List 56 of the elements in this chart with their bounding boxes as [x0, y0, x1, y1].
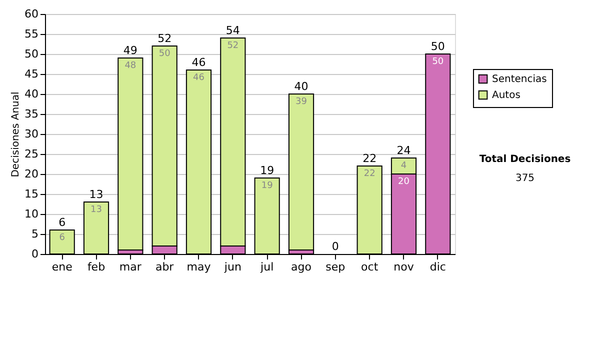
total-label: 24: [396, 144, 411, 157]
x-tick-label: nov: [394, 260, 414, 274]
bar: [118, 58, 144, 250]
x-tick-label: jun: [223, 260, 242, 274]
legend-label: Autos: [492, 90, 520, 101]
text: Total Decisiones: [479, 154, 571, 165]
data-label: 48: [124, 61, 136, 71]
total-label: 22: [362, 152, 377, 165]
y-axis-title: Decisiones Anual: [10, 92, 22, 178]
x-tick-label: mar: [119, 260, 142, 274]
total-label: 19: [260, 164, 274, 177]
data-label: 52: [227, 41, 239, 51]
data-label: 50: [158, 49, 171, 59]
data-label: 4: [400, 161, 407, 171]
total-label: 52: [158, 32, 172, 45]
y-tick-label: 20: [24, 168, 38, 180]
x-tick-label: ene: [52, 260, 73, 274]
x-tick-label: ago: [291, 260, 312, 274]
total-label: 46: [192, 56, 206, 69]
y-tick-label: 35: [24, 108, 38, 120]
x-tick-label: abr: [155, 260, 174, 274]
bar: [288, 94, 314, 250]
data-label: 19: [261, 181, 274, 191]
x-tick-label: feb: [87, 260, 106, 274]
y-tick-label: 45: [24, 68, 38, 80]
x-tick-label: dic: [430, 260, 446, 274]
y-tick-label: 5: [32, 228, 38, 240]
data-label: 22: [364, 169, 376, 179]
data-label: 13: [90, 205, 102, 215]
x-tick-label: sep: [326, 260, 346, 274]
y-tick-label: 30: [24, 128, 38, 140]
total-label: 40: [294, 80, 308, 93]
text: 375: [515, 173, 535, 184]
total-label: 49: [123, 44, 138, 57]
x-tick-label: may: [186, 260, 212, 274]
y-tick-label: 40: [24, 88, 38, 100]
total-label: 0: [332, 240, 339, 253]
y-tick-label: 0: [32, 248, 38, 260]
data-label: 39: [296, 97, 308, 107]
data-label: 6: [59, 233, 66, 243]
legend-label: Sentencias: [492, 74, 547, 85]
y-tick-label: 25: [24, 148, 38, 160]
data-label: 20: [398, 177, 410, 187]
y-tick-label: 15: [24, 188, 38, 200]
data-label: 46: [193, 73, 205, 83]
y-tick-label: 50: [24, 48, 38, 60]
x-tick-label: oct: [361, 260, 379, 274]
total-label: 54: [226, 24, 240, 37]
y-tick-label: 10: [24, 208, 38, 220]
total-label: 50: [430, 40, 445, 53]
data-label: 50: [432, 57, 444, 67]
y-tick-label: 60: [24, 8, 38, 20]
total-label: 13: [89, 188, 104, 201]
x-tick-label: jul: [260, 260, 274, 274]
y-tick-label: 55: [24, 28, 38, 40]
total-label: 6: [58, 216, 66, 229]
